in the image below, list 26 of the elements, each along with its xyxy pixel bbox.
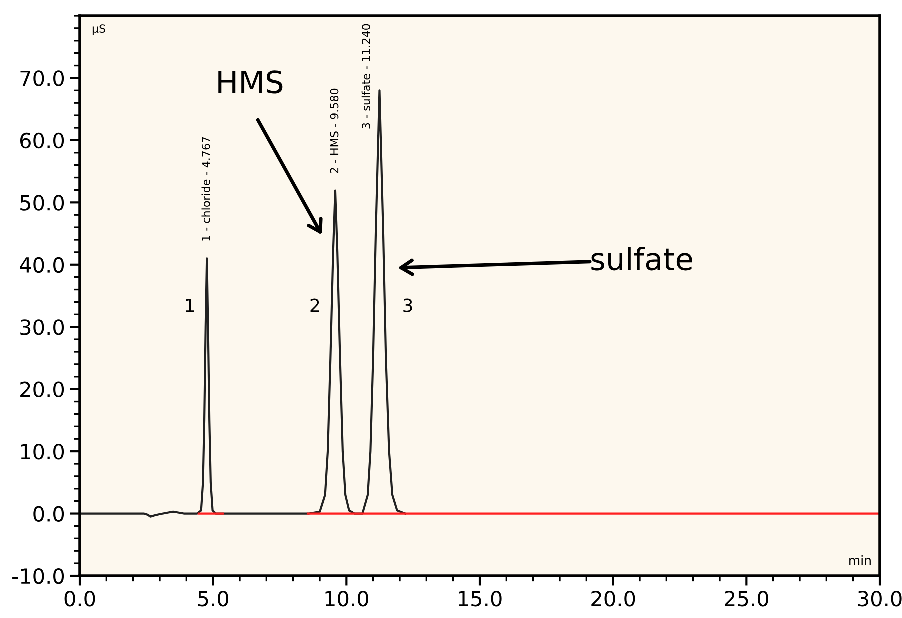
x-tick-label: 5.0 <box>198 590 229 607</box>
annotation: 1 - chloride - 4.767 <box>202 137 210 241</box>
annotation: 2 - HMS - 9.580 <box>330 88 339 174</box>
x-tick-label: 25.0 <box>725 590 768 607</box>
y-tick-label: 20.0 <box>20 382 64 398</box>
annotation: 3 <box>404 298 412 312</box>
y-tick-label: 0.0 <box>34 506 64 522</box>
y-tick-label: -10.0 <box>12 568 64 584</box>
annotation: sulfate <box>592 247 692 271</box>
x-tick-label: 15.0 <box>459 590 502 607</box>
y-axis-title: µS <box>92 24 106 36</box>
x-tick-label: 20.0 <box>592 590 636 607</box>
x-tick-label: 30.0 <box>858 590 902 607</box>
x-tick-label: 0.0 <box>64 590 96 607</box>
y-tick-label: 30.0 <box>20 320 64 336</box>
y-tick-label: 10.0 <box>21 444 64 460</box>
annotation: 1 <box>186 299 194 312</box>
annotation: HMS <box>218 70 283 94</box>
x-axis-title: min <box>850 556 871 565</box>
y-tick-label: 60.0 <box>20 132 64 149</box>
y-tick-label: 70.0 <box>20 70 64 86</box>
annotation: 2 <box>310 298 320 312</box>
y-tick-label: 40.0 <box>20 257 64 274</box>
annotation: 3 - sulfate - 11.240 <box>362 24 370 129</box>
x-tick-label: 10.0 <box>326 590 368 607</box>
y-tick-label: 50.0 <box>20 195 64 211</box>
